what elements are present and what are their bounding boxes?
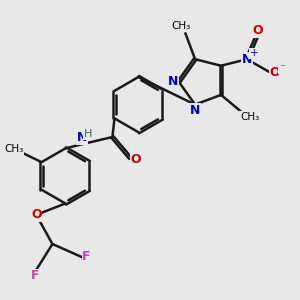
Text: CH₃: CH₃ [172, 21, 191, 31]
Text: N: N [77, 131, 88, 144]
Text: +: + [250, 48, 258, 59]
Text: CH₃: CH₃ [4, 144, 24, 154]
Text: O: O [131, 153, 141, 166]
Text: N: N [242, 53, 252, 66]
Text: O: O [31, 208, 41, 221]
Text: N: N [190, 104, 200, 117]
Text: H: H [84, 129, 92, 140]
Text: F: F [82, 250, 91, 263]
Text: ⁻: ⁻ [279, 63, 285, 73]
Text: CH₃: CH₃ [240, 112, 259, 122]
Text: F: F [31, 269, 40, 282]
Text: O: O [269, 66, 280, 79]
Text: N: N [168, 75, 178, 88]
Text: O: O [252, 24, 263, 37]
